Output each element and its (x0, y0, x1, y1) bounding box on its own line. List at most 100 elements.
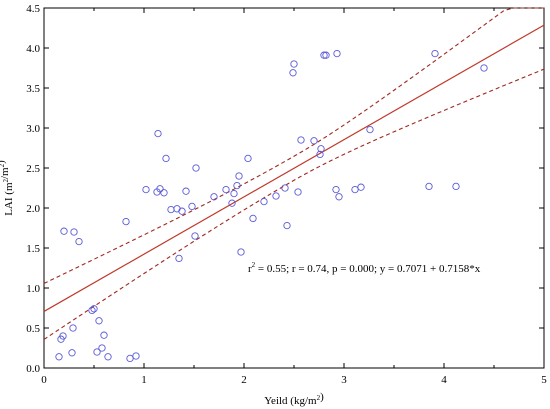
data-point (317, 145, 325, 153)
data-point (182, 187, 190, 195)
regression-line-group (43, 24, 545, 312)
data-point (122, 217, 130, 226)
data-point (192, 164, 200, 172)
y-tick-labels: 0.0 0.5 1.0 1.5 2.0 2.5 3.0 3.5 4.0 4.5 (26, 3, 40, 375)
confidence-bands (43, 7, 545, 340)
data-point (281, 184, 289, 192)
data-point (75, 237, 83, 246)
data-point (431, 49, 439, 58)
data-point (333, 49, 341, 58)
axis-title-part: LAI (m (3, 182, 15, 216)
data-point (175, 254, 183, 263)
data-point (55, 353, 63, 361)
data-point (60, 227, 68, 235)
data-point (357, 183, 365, 191)
x-tick-label: 1 (141, 374, 147, 386)
data-point (93, 348, 101, 356)
data-point (260, 197, 268, 206)
data-point (235, 172, 243, 180)
data-point (366, 125, 374, 134)
y-tick-label: 2.0 (26, 203, 40, 215)
data-point (90, 305, 98, 313)
x-tick-label: 0 (41, 374, 47, 386)
data-point (59, 332, 67, 340)
data-point (100, 331, 108, 339)
data-point (95, 317, 103, 325)
axis-title-sup: 2 (0, 163, 6, 167)
data-point (249, 214, 257, 223)
data-point (98, 344, 106, 352)
data-point (322, 51, 330, 59)
axis-title-sup: 2 (2, 179, 10, 183)
data-point (480, 64, 488, 72)
upper-confidence-band (43, 7, 544, 284)
data-point (188, 202, 196, 211)
data-point (156, 185, 164, 193)
data-point (210, 193, 218, 201)
data-point (297, 136, 305, 144)
y-tick-label: 3.5 (26, 83, 40, 95)
data-point (233, 181, 241, 190)
data-point (154, 129, 162, 138)
data-point (316, 150, 324, 159)
y-tick-label: 3.0 (26, 123, 40, 135)
y-tick-label: 4.0 (26, 43, 40, 55)
data-point (310, 137, 318, 145)
y-axis-title: LAI (m2/m2) (0, 160, 15, 216)
data-point (351, 185, 359, 194)
annotation-rest: = 0.55; r = 0.74, p = 0.000; y = 0.7071 … (255, 263, 481, 275)
data-point (222, 185, 230, 194)
data-point (178, 207, 186, 215)
data-point (104, 353, 112, 361)
axis-title-part: ) (0, 160, 7, 164)
y-tick-label: 0.0 (26, 363, 40, 375)
y-tick-label: 1.0 (26, 283, 40, 295)
data-point (191, 232, 199, 240)
regression-annotation: r2 = 0.55; r = 0.74, p = 0.000; y = 0.70… (248, 261, 481, 275)
data-point (162, 154, 170, 163)
x-tick-label: 3 (341, 374, 347, 386)
x-axis-title: Yeild (kg/m2) (264, 391, 324, 407)
data-point (228, 199, 236, 207)
y-tick-label: 0.5 (26, 323, 40, 335)
data-point (70, 228, 78, 236)
data-point (160, 189, 168, 197)
data-point (335, 193, 343, 201)
data-point (132, 352, 140, 360)
data-point (290, 60, 298, 68)
plot-area (43, 7, 545, 369)
axis-title-part: ) (320, 391, 324, 403)
axis-ticks (43, 7, 545, 369)
regression-line (43, 24, 545, 312)
data-point (425, 182, 433, 191)
data-point (332, 185, 340, 194)
y-tick-label: 4.5 (26, 3, 40, 15)
axis-title-part: Yeild (kg/m (264, 395, 317, 407)
data-point (294, 188, 302, 196)
data-point (283, 221, 291, 230)
data-point (289, 69, 297, 77)
data-point (68, 349, 76, 357)
annotation-r2-prefix: r (248, 263, 252, 275)
data-points (55, 49, 488, 363)
data-point (142, 185, 150, 194)
annotation-r2-sup: 2 (252, 261, 256, 269)
data-point (320, 51, 328, 59)
y-tick-label: 1.5 (26, 243, 40, 255)
x-tick-labels: 0 1 2 3 4 5 (41, 374, 547, 386)
x-tick-label: 5 (541, 374, 547, 386)
data-point (237, 248, 245, 256)
axis-title-part: /m (0, 167, 11, 179)
data-point (88, 306, 96, 315)
data-point (452, 182, 460, 191)
lower-confidence-band (43, 68, 545, 340)
data-point (69, 324, 77, 332)
data-point (272, 192, 280, 200)
axis-title-sup: 2 (317, 394, 321, 402)
data-point (230, 189, 238, 198)
x-tick-label: 2 (241, 374, 247, 386)
data-point (126, 354, 134, 363)
x-tick-label: 4 (441, 374, 447, 386)
y-tick-label: 2.5 (26, 163, 40, 175)
